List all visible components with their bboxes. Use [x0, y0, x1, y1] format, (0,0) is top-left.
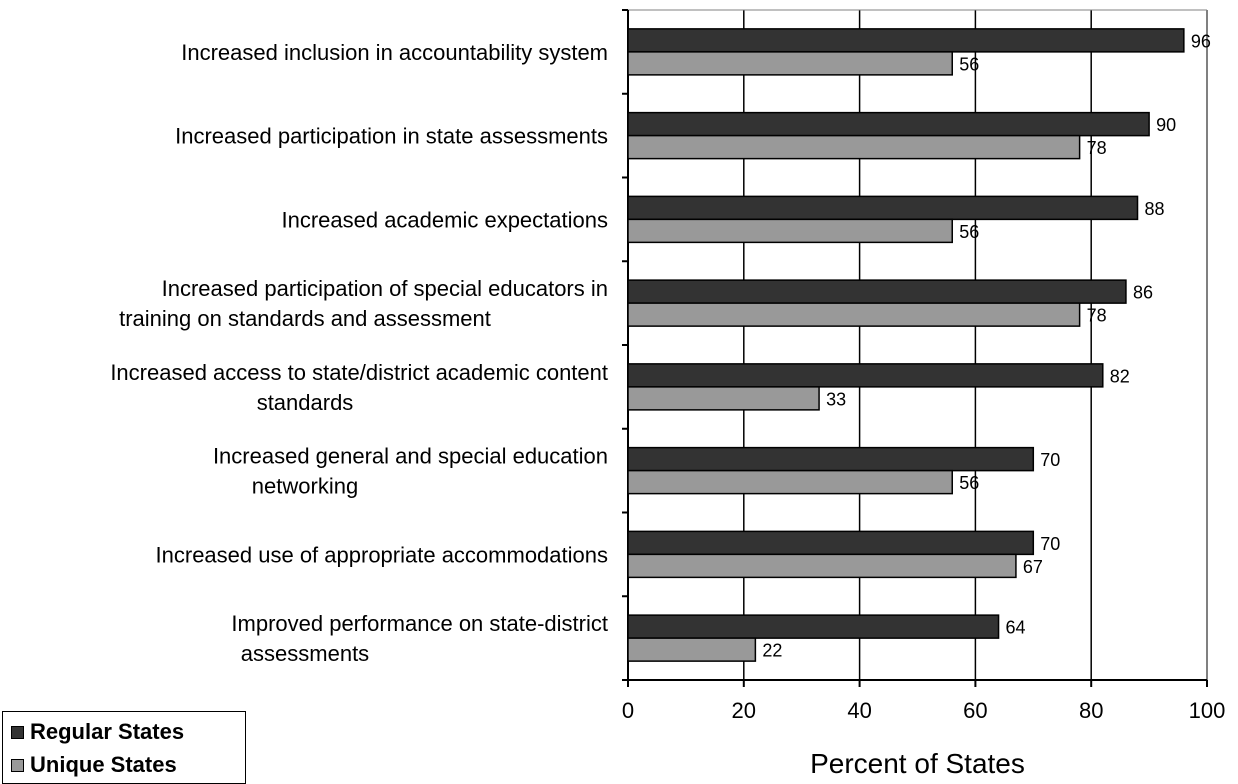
x-tick-label: 0: [622, 698, 634, 723]
x-tick-label: 40: [847, 698, 871, 723]
category-label: training on standards and assessment: [119, 306, 491, 331]
legend-swatch-unique: [11, 758, 24, 772]
x-tick-label: 60: [963, 698, 987, 723]
data-label-regular: 86: [1133, 283, 1153, 303]
category-label: Increased participation in state assessm…: [175, 124, 608, 149]
category-label: Improved performance on state-district: [231, 611, 608, 636]
category-label: Increased access to state/district acade…: [110, 360, 608, 385]
data-label-unique: 33: [826, 389, 846, 409]
bar-regular-states: [627, 530, 1035, 556]
category-label: Increased use of appropriate accommodati…: [156, 542, 608, 567]
data-label-unique: 67: [1023, 557, 1043, 577]
bar-unique-states: [627, 51, 953, 76]
bar-unique-states: [627, 134, 1081, 160]
data-label-regular: 64: [1006, 618, 1026, 638]
bar-unique-states: [627, 302, 1081, 327]
legend-label-unique: Unique States: [30, 752, 177, 777]
bar-unique-states: [627, 218, 953, 244]
data-label-regular: 70: [1040, 450, 1060, 470]
category-label: assessments: [241, 641, 369, 666]
data-label-unique: 56: [959, 222, 979, 242]
legend-item-unique: Unique States: [11, 749, 177, 781]
bar-unique-states: [627, 386, 820, 411]
x-axis-title: Percent of States: [810, 748, 1025, 779]
bar-regular-states: [627, 111, 1150, 137]
data-label-regular: 90: [1156, 115, 1176, 135]
x-tick-label: 100: [1189, 698, 1226, 723]
x-tick-label: 80: [1079, 698, 1103, 723]
category-label: Increased academic expectations: [281, 207, 608, 232]
legend-swatch-regular: [11, 725, 24, 739]
legend-item-regular: Regular States: [11, 716, 184, 748]
bar-unique-states: [627, 469, 953, 495]
data-label-unique: 78: [1087, 306, 1107, 326]
bar-regular-states: [627, 363, 1104, 388]
data-label-regular: 88: [1145, 199, 1165, 219]
bar-unique-states: [627, 553, 1017, 579]
bar-regular-states: [627, 446, 1035, 472]
bar-regular-states: [627, 195, 1139, 221]
bar-unique-states: [627, 637, 757, 662]
data-label-regular: 96: [1191, 31, 1211, 51]
category-label: Increased inclusion in accountability sy…: [181, 40, 608, 65]
data-label-regular: 82: [1110, 366, 1130, 386]
legend: Regular States Unique States: [2, 711, 246, 784]
legend-label-regular: Regular States: [30, 719, 185, 744]
data-label-unique: 78: [1087, 138, 1107, 158]
category-label: networking: [252, 474, 358, 499]
data-label-unique: 22: [762, 641, 782, 661]
category-label: Increased participation of special educa…: [162, 276, 608, 301]
bar-regular-states: [627, 28, 1185, 53]
data-label-regular: 70: [1040, 534, 1060, 554]
bar-regular-states: [627, 614, 1000, 639]
category-label: Increased general and special education: [213, 444, 608, 469]
data-label-unique: 56: [959, 473, 979, 493]
category-label: standards: [257, 390, 354, 415]
x-tick-label: 20: [732, 698, 756, 723]
data-label-unique: 56: [959, 54, 979, 74]
bar-regular-states: [627, 279, 1127, 304]
